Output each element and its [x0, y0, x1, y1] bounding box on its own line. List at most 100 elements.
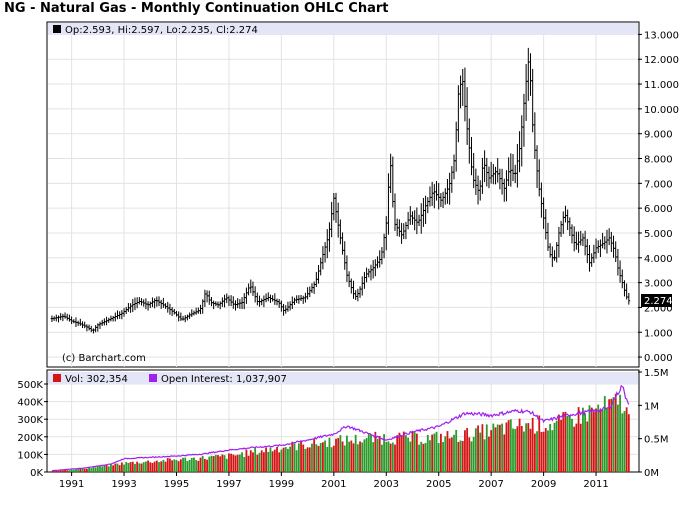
volume-bar [254, 448, 257, 472]
volume-bar [92, 466, 95, 472]
volume-bar [201, 455, 204, 472]
volume-bar [123, 464, 125, 472]
volume-bar [474, 428, 477, 472]
volume-bar [262, 452, 265, 472]
x-tick-label: 1991 [59, 479, 84, 490]
volume-bar [590, 407, 593, 472]
volume-bar [249, 450, 252, 472]
volume-bar [160, 461, 163, 472]
volume-bar [507, 420, 510, 472]
volume-bar [472, 436, 475, 472]
volume-bar [356, 444, 359, 472]
oi-tick-label: 1M [644, 401, 659, 412]
volume-bar [380, 444, 383, 472]
volume-bar [455, 429, 458, 472]
volume-bar [354, 434, 357, 472]
volume-bar [147, 460, 149, 472]
volume-bar [278, 452, 281, 472]
x-tick-label: 2011 [583, 479, 608, 490]
volume-bar [210, 455, 213, 472]
volume-bar [335, 438, 337, 472]
volume-bar [273, 449, 276, 472]
volume-bar [311, 443, 313, 472]
volume-bar [431, 434, 434, 472]
volume-bar [118, 465, 121, 472]
volume-bar [385, 441, 388, 472]
volume-bar [107, 466, 110, 472]
volume-bar [536, 431, 538, 472]
volume-bar [68, 470, 71, 472]
volume-bar [321, 442, 324, 472]
volume-bar [592, 411, 595, 472]
volume-bar [193, 457, 195, 472]
volume-bar [134, 463, 136, 472]
volume-bar [603, 396, 606, 472]
volume-bar [164, 461, 167, 472]
volume-bar [245, 449, 248, 472]
volume-bar [544, 428, 547, 472]
volume-bar [313, 438, 316, 472]
open-interest-y-axis-right: 0M 0.5M 1M 1.5M [638, 368, 669, 479]
volume-bar [252, 452, 254, 472]
volume-bar [337, 437, 340, 472]
volume-y-axis-left: 0K 100K 200K 300K 400K 500K [17, 380, 48, 479]
volume-bar [232, 454, 235, 472]
volume-bar [166, 458, 169, 472]
volume-bar [547, 430, 549, 472]
volume-bar [370, 434, 372, 472]
volume-tick-label: 300K [17, 415, 43, 426]
volume-bar [343, 445, 346, 472]
volume-bar [498, 424, 501, 472]
volume-bar [608, 399, 611, 472]
volume-bar [149, 462, 152, 472]
volume-bar [402, 431, 405, 472]
volume-bar [553, 422, 556, 472]
price-info-bar [48, 23, 638, 35]
volume-bar [57, 470, 60, 472]
volume-bar [225, 458, 228, 472]
volume-bar [595, 408, 597, 472]
volume-bar [182, 457, 184, 472]
volume-bar [260, 450, 263, 472]
volume-bar [564, 411, 567, 472]
volume-bar [415, 433, 418, 472]
volume-bar [116, 463, 119, 472]
volume-bar [363, 439, 366, 472]
volume-bar [90, 468, 93, 472]
volume-bar [378, 435, 381, 472]
volume-bar [579, 423, 582, 472]
volume-bar [531, 417, 534, 472]
volume-bar [389, 443, 392, 472]
volume-bar [573, 426, 576, 472]
volume-bar [376, 438, 379, 472]
volume-bar [503, 434, 506, 472]
volume-bar [365, 438, 368, 472]
x-tick-label: 2007 [478, 479, 503, 490]
volume-tick-label: 200K [17, 433, 43, 444]
open-interest-line [51, 384, 630, 472]
volume-bar [527, 423, 530, 472]
volume-bar [549, 423, 552, 472]
volume-bar [361, 442, 364, 472]
volume-bar [289, 446, 292, 472]
volume-bar [623, 411, 626, 472]
volume-bar [203, 458, 206, 472]
volume-bar [319, 443, 322, 472]
volume-bar [77, 469, 80, 472]
volume-bar [153, 461, 156, 472]
volume-info-text: Vol: 302,354 [65, 374, 128, 385]
x-tick-label: 1995 [164, 479, 189, 490]
price-panel-frame [46, 21, 640, 368]
price-tick-label: 4.000 [644, 254, 673, 265]
volume-bar [64, 469, 66, 472]
volume-bar [138, 463, 141, 472]
volume-bar [238, 454, 241, 472]
volume-bar [184, 457, 187, 472]
volume-bar [127, 463, 130, 472]
price-panel: Op:2.593, Hi:2.597, Lo:2.235, Cl:2.274 0… [46, 21, 679, 368]
volume-bar [75, 468, 77, 472]
volume-bar [195, 460, 198, 472]
price-tick-label: 13.000 [644, 30, 679, 41]
volume-bar [256, 454, 259, 472]
volume-bar [190, 457, 193, 472]
